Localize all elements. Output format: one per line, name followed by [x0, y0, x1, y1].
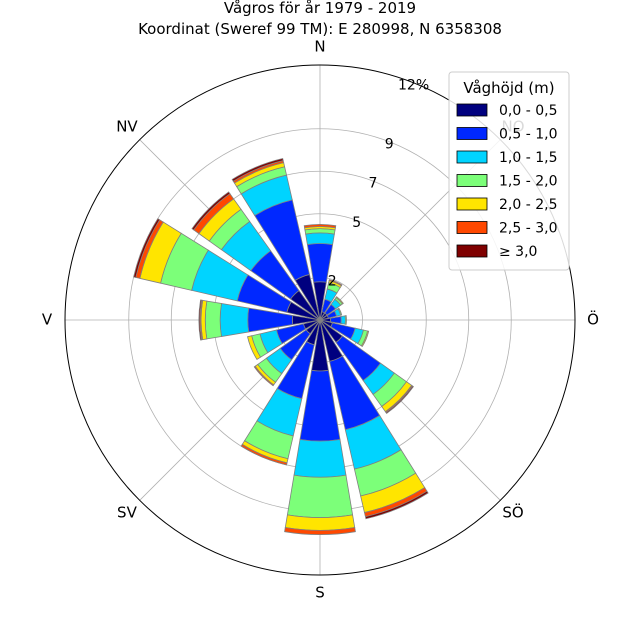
legend-swatch: [456, 103, 488, 117]
radial-tick-label: 7: [368, 176, 377, 192]
windrose-bar-segment: [286, 474, 354, 519]
windrose-bar-segment: [231, 158, 284, 182]
windrose-bar-segment: [385, 385, 414, 414]
windrose-bars: [133, 158, 429, 536]
windrose-bar-segment: [204, 300, 222, 340]
direction-label: V: [42, 311, 53, 329]
legend-swatch: [456, 197, 488, 211]
legend-box: [448, 71, 570, 271]
direction-label: NV: [116, 117, 138, 135]
legend-title: Våghöjd (m): [463, 79, 554, 97]
legend-swatch: [456, 127, 488, 140]
legend-swatch: [456, 150, 488, 164]
direction-label: SÖ: [502, 503, 523, 522]
legend-swatch: [456, 244, 488, 258]
polar-frame: [64, 64, 576, 576]
windrose-bar-segment: [247, 335, 262, 360]
legend: Våghöjd (m) 0,0 - 0,5 0,5 - 1,0 1,0 - 1,5 1…: [448, 71, 570, 271]
legend-swatch: [456, 221, 488, 234]
chart-subtitle: Koordinat (Sweref 99 TM): E 280998, N 63…: [138, 20, 502, 38]
windrose-bar-segment: [335, 296, 344, 305]
windrose-bar-segment: [360, 330, 370, 348]
radial-tick-label: 12%: [398, 77, 429, 93]
direction-label: N: [314, 38, 325, 56]
windrose-bar-segment: [198, 299, 203, 341]
windrose-bar-segment: [219, 303, 250, 337]
legend-label: 1,0 - 1,5: [499, 150, 557, 166]
legend-label: 0,0 - 0,5: [499, 103, 557, 119]
windrose-bar-segment: [340, 315, 346, 325]
radial-tick-label: 5: [352, 215, 361, 231]
legend-label: 2,5 - 3,0: [499, 221, 557, 237]
windrose-bar-segment: [293, 439, 347, 478]
windrose-bar-segment: [133, 218, 161, 278]
direction-label: S: [315, 584, 325, 602]
legend-label: 2,0 - 2,5: [499, 197, 557, 213]
radial-tick-label: 9: [385, 136, 394, 152]
windrose-bar-segment: [328, 279, 343, 287]
windrose-bar-segment: [364, 490, 429, 520]
direction-label: Ö: [587, 310, 599, 329]
windrose-bar-segment: [337, 307, 343, 316]
windrose-bar-segment: [305, 232, 335, 246]
direction-label: SV: [117, 504, 138, 522]
radial-tick-labels: 2 5 7 9 12%: [328, 77, 429, 289]
windrose-bar-segment: [191, 191, 231, 231]
chart-title: Vågros för år 1979 - 2019: [224, 0, 416, 17]
legend-label: 1,5 - 2,0: [499, 174, 557, 190]
legend-label: 0,5 - 1,0: [499, 127, 557, 143]
windrose-bar-segment: [253, 365, 275, 387]
windrose-bar-segment: [303, 223, 337, 229]
windrose-bar-segment: [284, 527, 356, 536]
windrose-bar-segment: [240, 443, 288, 466]
radial-tick-label: 2: [328, 274, 337, 290]
legend-label: ≥ 3,0: [499, 244, 537, 260]
legend-swatch: [456, 174, 488, 187]
windrose-bar-segment: [344, 315, 347, 325]
